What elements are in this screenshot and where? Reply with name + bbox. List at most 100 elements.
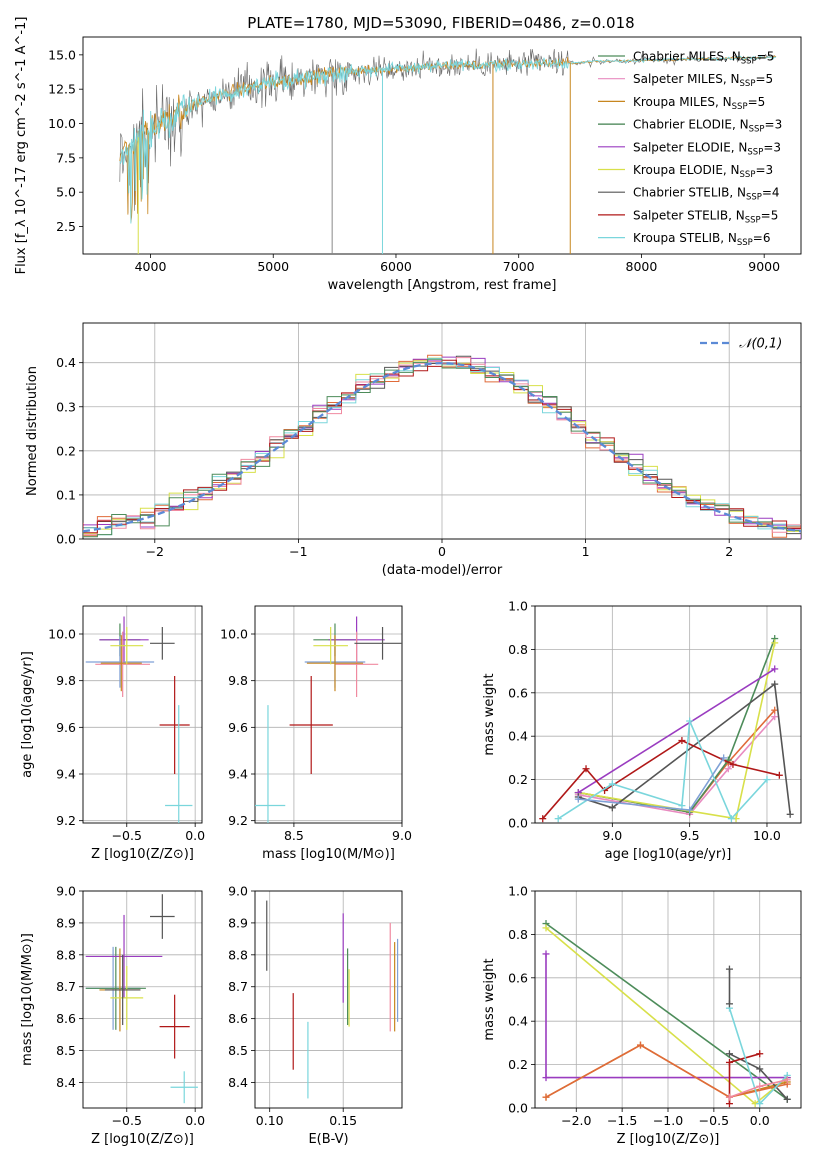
y-tick-label: 8.9 — [228, 915, 248, 930]
y-tick-label: 9.8 — [228, 673, 248, 688]
legend-label-rest: =4 — [762, 186, 780, 200]
weight-series — [539, 635, 794, 823]
y-tick-label: 5.0 — [56, 185, 76, 200]
y-tick-label: 0.4 — [508, 1014, 528, 1029]
legend-label-rest: =5 — [757, 50, 775, 64]
errorbar-point — [104, 954, 141, 1026]
y-tick-label: 10.0 — [48, 116, 76, 131]
legend-label-rest: =5 — [748, 95, 766, 109]
y-tick-label: 8.6 — [56, 1011, 76, 1026]
axes-weight-vs-Z: −2.0 −1.5 −1.0 −0.5 0.0 0.0 0.2 0.4 0.6 0.8 1.0 Z [… — [482, 884, 802, 1147]
y-axis-label: mass [log10(M/M⊙)] — [20, 933, 35, 1066]
y-tick-label: 9.4 — [56, 767, 76, 782]
x-axis-label: Z [log10(Z/Z⊙)] — [617, 1132, 720, 1147]
errorbar-point — [306, 635, 364, 692]
errorbar-point — [85, 914, 163, 998]
y-tick-label: 0.2 — [56, 443, 76, 458]
y-tick-label: 0.8 — [508, 642, 528, 657]
weight-series-line — [577, 668, 776, 794]
legend-label: Salpeter MILES, NSSP=5 — [633, 72, 773, 89]
legend-label: Kroupa MILES, NSSP=5 — [633, 95, 765, 112]
weight-series-line — [545, 1044, 788, 1099]
y-tick-label: 0.6 — [508, 970, 528, 985]
spectrum-series-line — [119, 55, 777, 224]
legend-subscript: SSP — [732, 102, 748, 112]
x-tick-label: 10.0 — [753, 828, 781, 843]
legend-label: Chabrier MILES, NSSP=5 — [633, 50, 774, 67]
legend-label-rest: =5 — [755, 72, 773, 86]
legend-label-rest: =3 — [765, 118, 783, 132]
y-tick-label: 0.0 — [508, 1101, 528, 1116]
y-tick-label: 0.4 — [508, 729, 528, 744]
x-tick-label: −1 — [289, 544, 307, 559]
legend-label-rest: =3 — [755, 163, 773, 177]
weight-series-line — [578, 682, 791, 815]
legend-subscript: SSP — [749, 125, 765, 135]
y-tick-label: 10.0 — [48, 627, 76, 642]
x-tick-label: 0.0 — [185, 1113, 205, 1128]
x-tick-label: −1.0 — [653, 1113, 683, 1128]
x-tick-label: −2 — [146, 544, 164, 559]
x-tick-label: 4000 — [135, 259, 167, 274]
x-tick-label: 0.15 — [329, 1113, 357, 1128]
legend-label-rest: =5 — [761, 208, 779, 222]
x-axis-label: wavelength [Angstrom, rest frame] — [328, 278, 557, 293]
errorbar-point — [334, 631, 379, 697]
y-tick-label: 8.4 — [228, 1075, 248, 1090]
y-tick-label: 15.0 — [48, 47, 76, 62]
legend-subscript: SSP — [740, 79, 756, 89]
y-tick-label: 0.2 — [508, 1057, 528, 1072]
x-tick-label: −0.5 — [112, 828, 142, 843]
y-axis-label: mass weight — [482, 958, 497, 1040]
x-tick-label: 9.0 — [392, 828, 412, 843]
y-tick-label: 12.5 — [48, 82, 76, 97]
errorbar-point — [110, 965, 144, 1030]
y-tick-label: 9.2 — [228, 813, 248, 828]
legend-subscript: SSP — [745, 215, 761, 225]
y-tick-label: 9.8 — [56, 673, 76, 688]
y-tick-label: 1.0 — [508, 884, 528, 899]
x-axis-label: Z [log10(Z/Z⊙)] — [91, 1132, 194, 1147]
errorbar-point — [100, 635, 142, 692]
weight-series-line — [557, 720, 768, 821]
x-tick-label: 0.10 — [256, 1113, 284, 1128]
figure-title: PLATE=1780, MJD=53090, FIBERID=0486, z=0… — [247, 14, 634, 32]
errorbar-point — [85, 636, 155, 688]
y-tick-label: 10.0 — [220, 627, 248, 642]
spectrum-lines — [119, 48, 777, 254]
axes-frame — [534, 605, 802, 824]
errorbar-point — [95, 631, 151, 697]
y-axis-label: mass weight — [482, 673, 497, 755]
axes-age-vs-Z: −0.5 0.0 9.2 9.4 9.6 9.8 10.0 Z [log10(Z/Z⊙)] ag… — [20, 605, 205, 862]
spectrum-legend: Chabrier MILES, NSSP=5 Salpeter MILES, NS… — [598, 50, 783, 248]
legend-subscript: SSP — [746, 193, 762, 203]
errorbar-point — [110, 627, 144, 665]
residuals-legend: 𝒩(0,1) — [700, 337, 782, 352]
x-tick-label: 9000 — [748, 259, 780, 274]
legend-label: 𝒩(0,1) — [739, 337, 782, 352]
errorbar-point — [255, 705, 286, 823]
x-tick-label: −0.5 — [699, 1113, 729, 1128]
axes-weight-vs-age: 9.0 9.5 10.0 0.0 0.2 0.4 0.6 0.8 1.0 age [log10(a… — [482, 599, 802, 862]
legend-subscript: SSP — [737, 238, 753, 248]
y-tick-label: 8.8 — [228, 947, 248, 962]
y-tick-label: 9.0 — [228, 884, 248, 899]
legend-subscript: SSP — [740, 170, 756, 180]
x-tick-label: 0.0 — [750, 1113, 770, 1128]
weight-series — [542, 920, 791, 1108]
errorbar-points — [85, 894, 198, 1104]
y-tick-label: 2.5 — [56, 219, 76, 234]
histogram-steps — [83, 354, 801, 539]
axes-spectrum: 4000 5000 6000 7000 8000 9000 2.5 5.0 7.5 10.0 12.… — [14, 17, 802, 293]
y-tick-label: 1.0 — [508, 599, 528, 614]
y-tick-label: 8.4 — [56, 1075, 76, 1090]
legend-label: Salpeter STELIB, NSSP=5 — [633, 208, 778, 225]
axes-frame — [82, 36, 802, 255]
y-tick-label: 9.0 — [56, 884, 76, 899]
axes-frame — [254, 890, 403, 1109]
errorbar-points — [255, 616, 402, 823]
legend-label: Salpeter ELODIE, NSSP=3 — [633, 140, 781, 157]
errorbar-point — [99, 616, 149, 664]
errorbar-point — [150, 627, 175, 660]
